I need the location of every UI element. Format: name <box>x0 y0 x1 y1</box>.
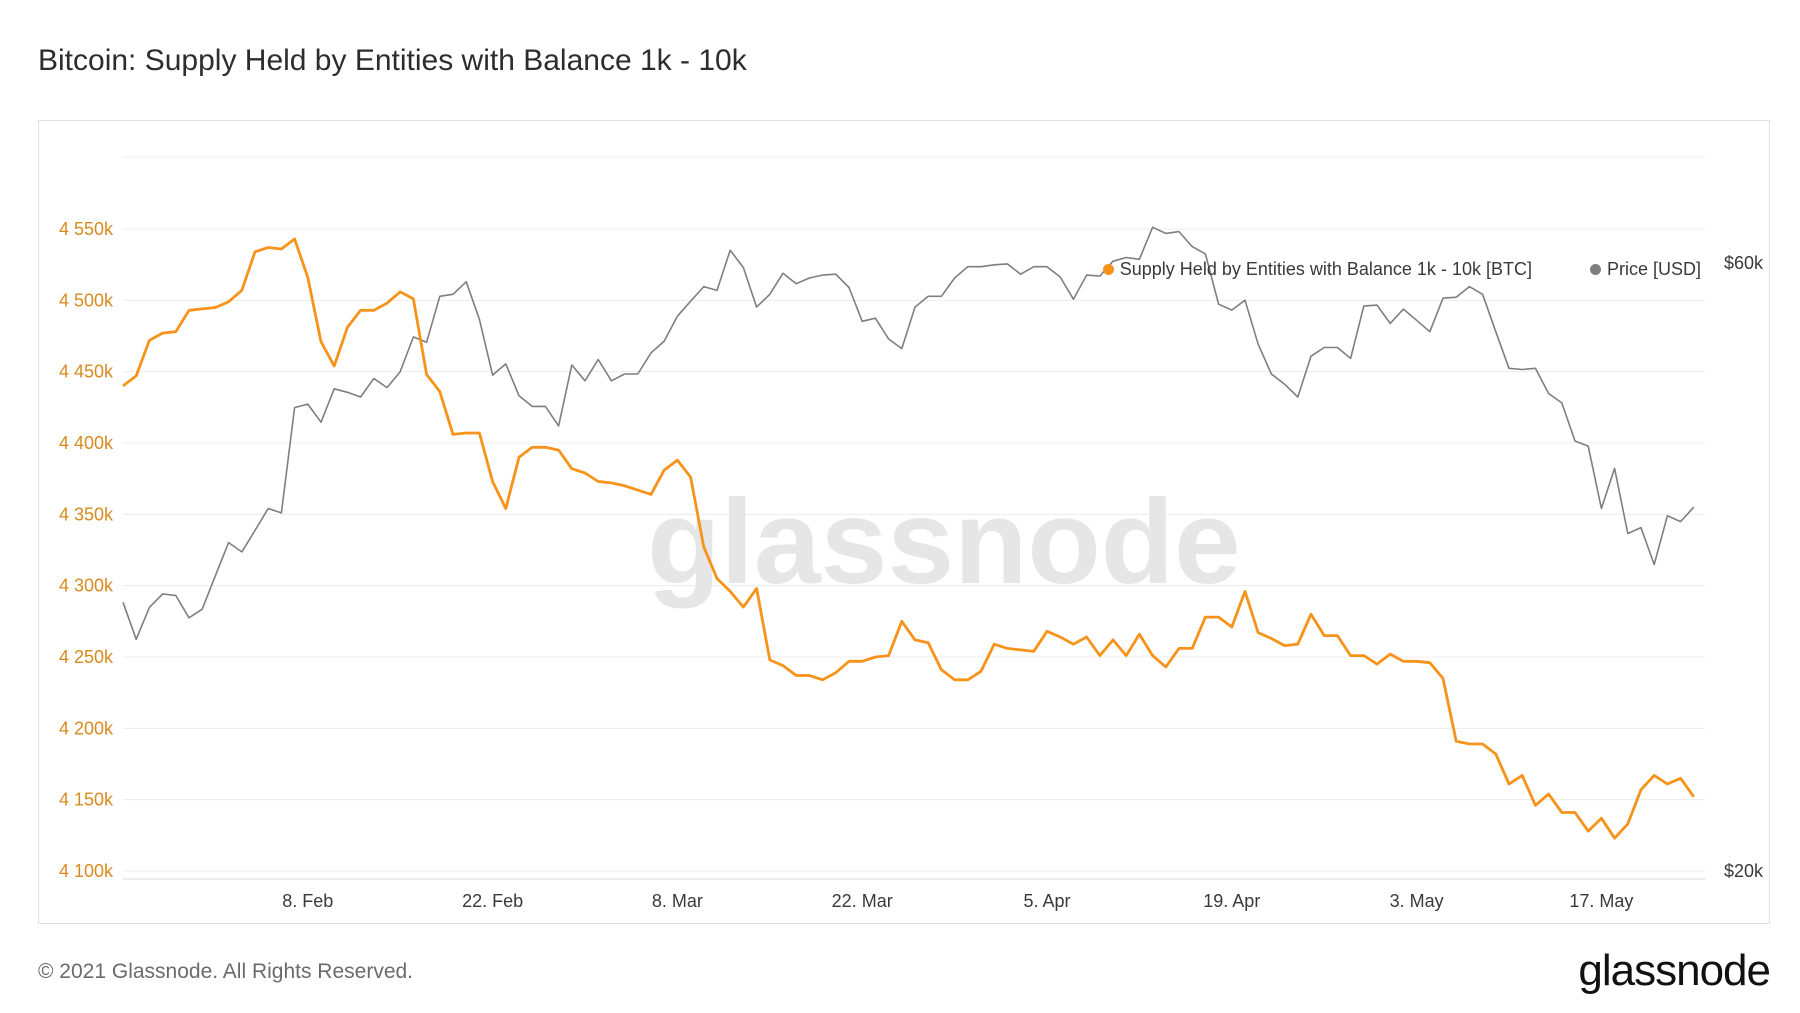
legend-item-supply[interactable]: Supply Held by Entities with Balance 1k … <box>1102 259 1532 280</box>
y-left-tick-label: 4 550k <box>59 219 114 239</box>
x-tick-label: 3. May <box>1390 891 1444 911</box>
legend-item-price[interactable]: Price [USD] <box>1589 259 1701 280</box>
y-left-tick-label: 4 300k <box>59 576 114 596</box>
legend-label-supply: Supply Held by Entities with Balance 1k … <box>1119 259 1532 279</box>
chart-legend: Supply Held by Entities with Balance 1k … <box>1102 259 1701 280</box>
y-left-tick-label: 4 450k <box>59 362 114 382</box>
x-tick-label: 5. Apr <box>1023 891 1070 911</box>
chart-title: Bitcoin: Supply Held by Entities with Ba… <box>38 44 747 77</box>
y-left-tick-label: 4 400k <box>59 433 114 453</box>
legend-label-price: Price [USD] <box>1606 259 1701 279</box>
chart-svg: glassnode 4 100k 4 150k 4 200k 4 250k 4 300k 4… <box>59 156 1764 911</box>
watermark: glassnode <box>647 475 1241 609</box>
series-line-supply <box>122 237 1695 840</box>
x-tick-label: 19. Apr <box>1203 891 1260 911</box>
legend-dot-supply <box>1102 264 1114 275</box>
y-left-tick-label: 4 350k <box>59 504 114 524</box>
chart-frame: glassnode 4 100k 4 150k 4 200k 4 250k 4 300k 4… <box>38 120 1770 924</box>
y-left-tick-label: 4 250k <box>59 647 114 667</box>
x-tick-label: 22. Feb <box>462 891 523 911</box>
y-right-tick-label: $60k <box>1724 253 1764 273</box>
y-right-tick-label: $20k <box>1724 861 1764 881</box>
series-line-price <box>122 226 1695 641</box>
footer-copyright: © 2021 Glassnode. All Rights Reserved. <box>38 960 414 983</box>
x-tick-label: 17. May <box>1569 891 1633 911</box>
y-left-tick-label: 4 100k <box>59 861 114 881</box>
y-left-tick-label: 4 200k <box>59 718 114 738</box>
y-left-tick-label: 4 500k <box>59 290 114 310</box>
x-tick-label: 8. Mar <box>652 891 703 911</box>
footer-logo[interactable]: glassnode <box>1578 946 1771 995</box>
y-left-tick-label: 4 150k <box>59 790 114 810</box>
legend-dot-price <box>1589 264 1601 275</box>
x-tick-label: 22. Mar <box>832 891 893 911</box>
x-tick-label: 8. Feb <box>282 891 333 911</box>
